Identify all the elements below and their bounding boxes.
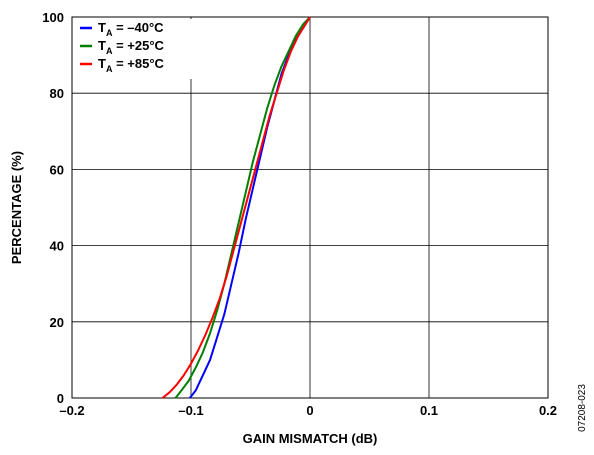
- y-tick-label: 100: [42, 10, 64, 25]
- series-layer: [161, 16, 311, 399]
- series-line-3: [161, 16, 311, 399]
- y-tick-label: 80: [50, 86, 64, 101]
- y-tick-label: 40: [50, 239, 64, 254]
- legend-entry-2: TA = +25°C: [98, 38, 165, 56]
- legend-entry-1: TA = –40°C: [98, 20, 164, 38]
- x-tick-labels: –0.2 –0.1 0 0.1 0.2: [59, 403, 557, 418]
- legend-background: [74, 19, 192, 79]
- legend: TA = –40°CTA = +25°CTA = +85°C: [74, 19, 192, 79]
- y-axis-title: PERCENTAGE (%): [9, 151, 24, 264]
- y-tick-label: 20: [50, 315, 64, 330]
- y-tick-labels: 0 20 40 60 80 100: [42, 10, 64, 406]
- y-tick-label: 60: [50, 162, 64, 177]
- y-tick-label: 0: [57, 391, 64, 406]
- series-line-2: [174, 16, 311, 399]
- x-tick-label: –0.1: [178, 403, 203, 418]
- figure-id: 07208-023: [577, 384, 588, 432]
- x-axis-title: GAIN MISMATCH (dB): [243, 431, 378, 446]
- legend-entry-3: TA = +85°C: [98, 56, 165, 74]
- x-tick-label: –0.2: [59, 403, 84, 418]
- x-tick-label: 0: [306, 403, 313, 418]
- x-tick-label: 0.2: [539, 403, 557, 418]
- x-tick-label: 0.1: [420, 403, 438, 418]
